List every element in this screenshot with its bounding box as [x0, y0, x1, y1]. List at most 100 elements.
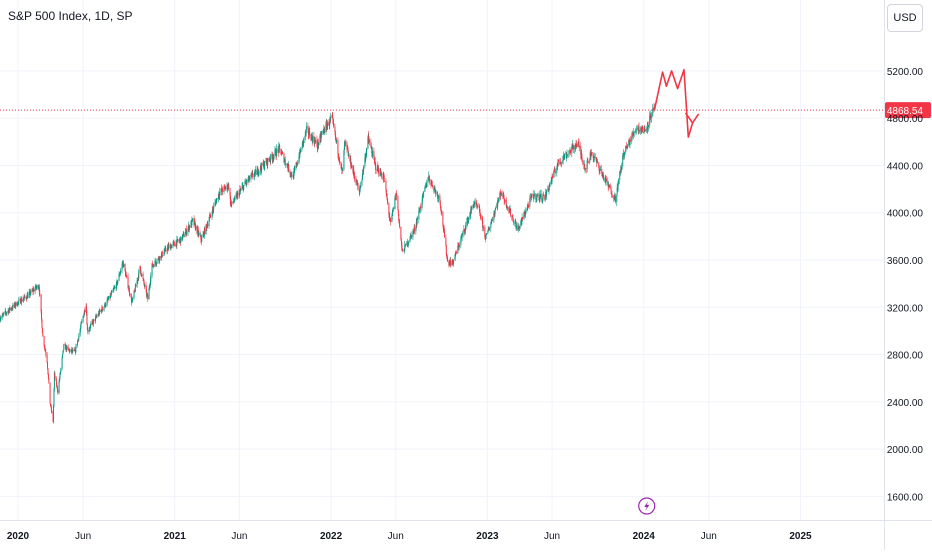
- candle-body: [244, 181, 246, 186]
- candle: [495, 206, 497, 211]
- candle-body: [566, 155, 568, 158]
- candle-body: [28, 292, 30, 295]
- candle-body: [205, 224, 207, 234]
- candle: [63, 343, 65, 351]
- candle-body: [10, 308, 12, 311]
- candle: [136, 280, 138, 284]
- candle-body: [328, 124, 330, 126]
- candle-body: [418, 210, 420, 212]
- candle: [261, 162, 263, 173]
- candle: [93, 319, 95, 321]
- candle-body: [90, 324, 92, 326]
- candle-body: [88, 329, 90, 332]
- candle: [635, 125, 637, 134]
- candle: [293, 167, 295, 180]
- candle-body: [257, 168, 259, 175]
- candle-body: [459, 245, 461, 246]
- candle-body: [361, 179, 363, 186]
- candle-body: [470, 209, 472, 216]
- candle: [141, 273, 143, 277]
- candle: [222, 188, 224, 196]
- candle: [590, 148, 592, 157]
- candle-body: [397, 196, 399, 210]
- candle-body: [2, 313, 4, 316]
- candle: [255, 169, 257, 177]
- candle: [575, 140, 577, 148]
- candle-body: [230, 204, 232, 206]
- candle-body: [390, 218, 392, 222]
- currency-button[interactable]: USD: [887, 4, 923, 32]
- candle: [399, 218, 401, 229]
- candle: [620, 162, 622, 173]
- candle-body: [631, 136, 633, 142]
- candle-body: [505, 199, 507, 207]
- candle-body: [638, 126, 640, 131]
- candle-body: [129, 293, 131, 296]
- candle-body: [151, 263, 153, 276]
- candle: [161, 250, 163, 258]
- candle-body: [531, 193, 533, 199]
- candle-body: [293, 170, 295, 172]
- candle: [44, 344, 46, 351]
- candle-body: [40, 294, 42, 312]
- candle-body: [587, 160, 589, 162]
- candle-body: [423, 191, 425, 195]
- candle-body: [396, 193, 398, 197]
- candle-body: [520, 220, 522, 227]
- candle: [635, 127, 637, 136]
- candle: [607, 177, 609, 186]
- candle-body: [389, 216, 391, 219]
- candle: [265, 157, 267, 162]
- candle-body: [66, 346, 68, 351]
- candle: [553, 169, 555, 179]
- candle-body: [549, 183, 551, 187]
- candle: [402, 248, 404, 252]
- candle-body: [92, 321, 94, 323]
- candle: [21, 295, 23, 303]
- x-tick-label: Jun: [75, 531, 91, 542]
- candle-body: [324, 131, 326, 133]
- candle: [599, 165, 601, 171]
- candle-body: [584, 164, 586, 170]
- candle-body: [154, 260, 156, 267]
- candle-body: [31, 290, 33, 292]
- candle-body: [320, 135, 322, 139]
- candle: [298, 152, 300, 165]
- candle: [569, 149, 571, 156]
- candle-body: [336, 140, 338, 142]
- candle-body: [53, 372, 55, 390]
- candle-body: [510, 209, 512, 216]
- candle-body: [578, 141, 580, 143]
- candle-body: [50, 403, 52, 406]
- candle-body: [629, 140, 631, 146]
- candle: [249, 175, 251, 181]
- candle-body: [301, 148, 303, 150]
- candle: [646, 126, 648, 133]
- candle: [294, 165, 296, 174]
- candle: [357, 180, 359, 191]
- candle-body: [121, 264, 123, 265]
- candle-body: [43, 336, 45, 346]
- lightning-icon[interactable]: [638, 497, 656, 515]
- grid: [0, 0, 884, 520]
- candle: [145, 286, 147, 299]
- candle: [529, 194, 531, 210]
- candle-body: [586, 160, 588, 169]
- candle-body: [86, 306, 88, 314]
- candle: [289, 169, 291, 178]
- candle: [98, 308, 100, 316]
- candle-body: [134, 285, 136, 292]
- candle-body: [197, 229, 199, 235]
- candle: [543, 191, 545, 197]
- candle: [264, 160, 266, 170]
- candle: [463, 225, 465, 238]
- candle-body: [441, 211, 443, 213]
- candle-body: [156, 262, 158, 264]
- candle-body: [5, 312, 7, 314]
- candle-body: [369, 142, 371, 143]
- candle: [64, 342, 66, 346]
- candle: [192, 217, 194, 222]
- candle: [455, 249, 457, 255]
